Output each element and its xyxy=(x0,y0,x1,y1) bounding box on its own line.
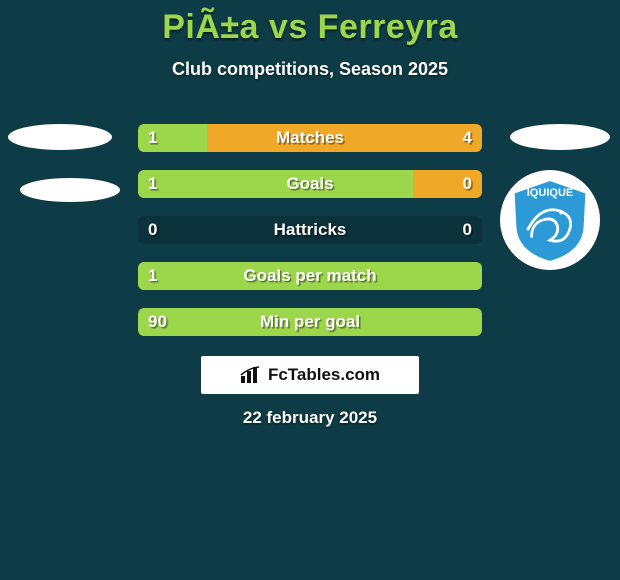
page-root: PiÃ±a vs Ferreyra Club competitions, Sea… xyxy=(0,0,620,580)
bars-icon xyxy=(240,366,262,384)
stat-bar-right xyxy=(207,124,482,152)
comparison-chart: 14Matches 10Goals 00Hattricks 1Goals per ma… xyxy=(138,124,482,354)
stat-row-track xyxy=(138,216,482,244)
player1-avatar-placeholder-2 xyxy=(20,178,120,202)
stat-row: 14Matches xyxy=(138,124,482,152)
stat-bar-left xyxy=(138,124,207,152)
stat-bar-left xyxy=(138,308,482,336)
source-logo-box: FcTables.com xyxy=(201,356,419,394)
source-logo-text: FcTables.com xyxy=(268,365,380,385)
player1-avatar-placeholder xyxy=(8,124,112,150)
stat-row: 90Min per goal xyxy=(138,308,482,336)
page-title: PiÃ±a vs Ferreyra xyxy=(0,0,620,47)
stat-row: 1Goals per match xyxy=(138,262,482,290)
comparison-date: 22 february 2025 xyxy=(0,408,620,428)
stat-bar-right xyxy=(413,170,482,198)
stat-bar-left xyxy=(138,262,482,290)
stat-row: 10Goals xyxy=(138,170,482,198)
stat-row: 00Hattricks xyxy=(138,216,482,244)
stat-bar-left xyxy=(138,170,413,198)
crest-label: IQUIQUE xyxy=(527,187,574,199)
player2-avatar-placeholder xyxy=(510,124,610,150)
crest-dragon-eye xyxy=(559,211,563,215)
club-crest: IQUIQUE xyxy=(500,170,600,270)
page-subtitle: Club competitions, Season 2025 xyxy=(0,59,620,80)
club-crest-svg: IQUIQUE xyxy=(504,174,596,266)
